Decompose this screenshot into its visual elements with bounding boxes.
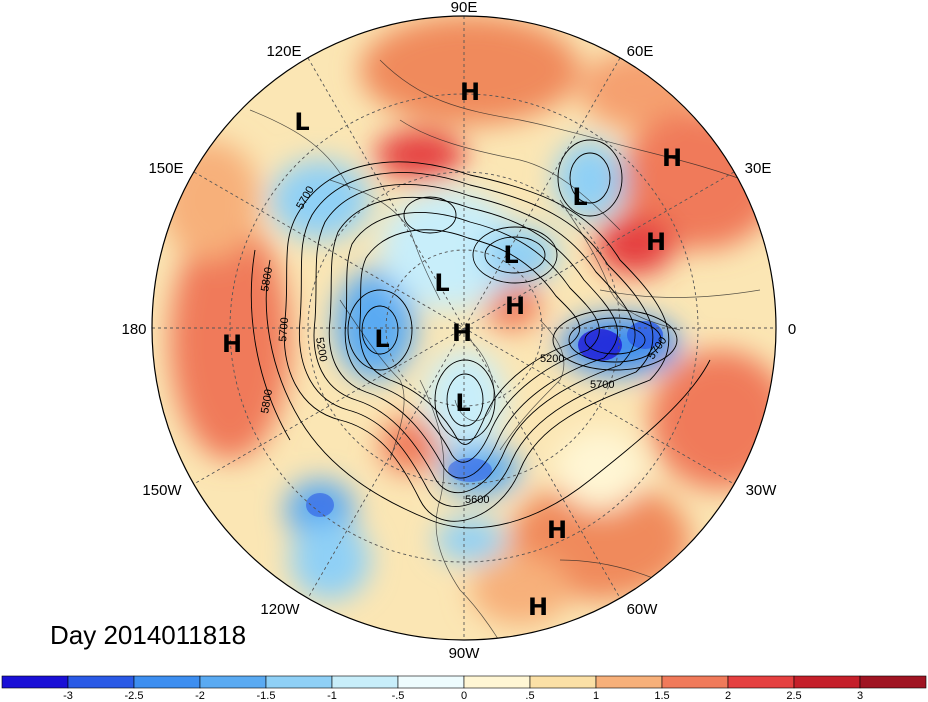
lon-label-90w: 90W bbox=[449, 645, 481, 662]
colorbar-swatch bbox=[1, 675, 69, 689]
colorbar-tick-label: -2 bbox=[195, 690, 205, 702]
high-center-marker: H bbox=[452, 319, 472, 347]
contour-labels: 5700 5800 5700 5200 5800 5200 5700 5700 … bbox=[259, 184, 669, 506]
contour-label: 5200 bbox=[540, 353, 564, 365]
colorbar: -3 -2.5 -2 -1.5 -1 -.5 0 .5 1 1.5 2 2.5 3 bbox=[1, 675, 927, 702]
low-center-marker: L bbox=[374, 325, 389, 353]
high-center-marker: H bbox=[505, 292, 525, 320]
colorbar-swatch bbox=[793, 675, 861, 689]
contour-label: 5700 bbox=[590, 379, 614, 391]
colorbar-tick-label: -2.5 bbox=[125, 690, 144, 702]
high-center-marker: H bbox=[662, 144, 682, 172]
high-center-marker: H bbox=[547, 516, 567, 544]
colorbar-tick-label: -.5 bbox=[392, 690, 405, 702]
map-boundary bbox=[151, 15, 777, 641]
contour-label: 5800 bbox=[259, 388, 275, 414]
date-label: Day 2014011818 bbox=[50, 620, 247, 650]
lon-label-120e: 120E bbox=[266, 43, 301, 60]
colorbar-swatch bbox=[529, 675, 597, 689]
contour-label: 5800 bbox=[259, 266, 275, 292]
lon-label-60w: 60W bbox=[627, 601, 659, 618]
contour-label: 5600 bbox=[465, 494, 489, 506]
high-center-marker: H bbox=[460, 78, 480, 106]
colorbar-tick-label: 3 bbox=[857, 690, 863, 702]
high-center-marker: H bbox=[646, 228, 666, 256]
contour-label: 5200 bbox=[313, 336, 329, 362]
colorbar-swatch bbox=[133, 675, 201, 689]
colorbar-swatch bbox=[67, 675, 135, 689]
colorbar-tick-label: 0 bbox=[461, 690, 467, 702]
lon-label-90e: 90E bbox=[451, 0, 478, 16]
colorbar-tick-label: 1.5 bbox=[654, 690, 669, 702]
low-center-marker: L bbox=[434, 269, 449, 297]
colorbar-swatch bbox=[727, 675, 795, 689]
lon-label-150w: 150W bbox=[142, 482, 182, 499]
coastlines bbox=[249, 59, 771, 640]
lon-label-30e: 30E bbox=[745, 160, 772, 177]
colorbar-swatch bbox=[265, 675, 333, 689]
graticule bbox=[152, 16, 776, 640]
low-center-marker: L bbox=[503, 241, 518, 269]
low-center-marker: L bbox=[294, 108, 309, 136]
lon-label-180: 180 bbox=[121, 321, 146, 338]
pressure-centers: H L H L H L L H L H H L H H bbox=[222, 78, 682, 621]
colorbar-tick-label: 1 bbox=[593, 690, 599, 702]
colorbar-tick-label: 2.5 bbox=[786, 690, 801, 702]
contour-label: 5700 bbox=[277, 317, 291, 342]
lon-label-120w: 120W bbox=[260, 601, 300, 618]
colorbar-swatch bbox=[331, 675, 399, 689]
low-center-marker: L bbox=[455, 389, 470, 417]
lon-label-60e: 60E bbox=[627, 43, 654, 60]
high-center-marker: H bbox=[528, 593, 548, 621]
colorbar-swatch bbox=[595, 675, 663, 689]
longitude-labels: 90E 60E 30E 0 30W 60W 90W 120W 150W 180 … bbox=[121, 0, 796, 662]
colorbar-tick-label: -1.5 bbox=[257, 690, 276, 702]
lon-label-30w: 30W bbox=[746, 482, 778, 499]
colorbar-swatch bbox=[661, 675, 729, 689]
colorbar-tick-label: -1 bbox=[327, 690, 337, 702]
colorbar-tick-label: -3 bbox=[63, 690, 73, 702]
colorbar-tick-label: .5 bbox=[525, 690, 534, 702]
lon-label-0: 0 bbox=[788, 321, 796, 338]
high-center-marker: H bbox=[222, 330, 242, 358]
low-center-marker: L bbox=[572, 183, 587, 211]
colorbar-swatch bbox=[199, 675, 267, 689]
lon-label-150e: 150E bbox=[148, 160, 183, 177]
colorbar-tick-label: 2 bbox=[725, 690, 731, 702]
colorbar-swatch bbox=[397, 675, 465, 689]
colorbar-swatch bbox=[859, 675, 927, 689]
height-contours bbox=[250, 139, 711, 529]
colorbar-swatch bbox=[463, 675, 531, 689]
